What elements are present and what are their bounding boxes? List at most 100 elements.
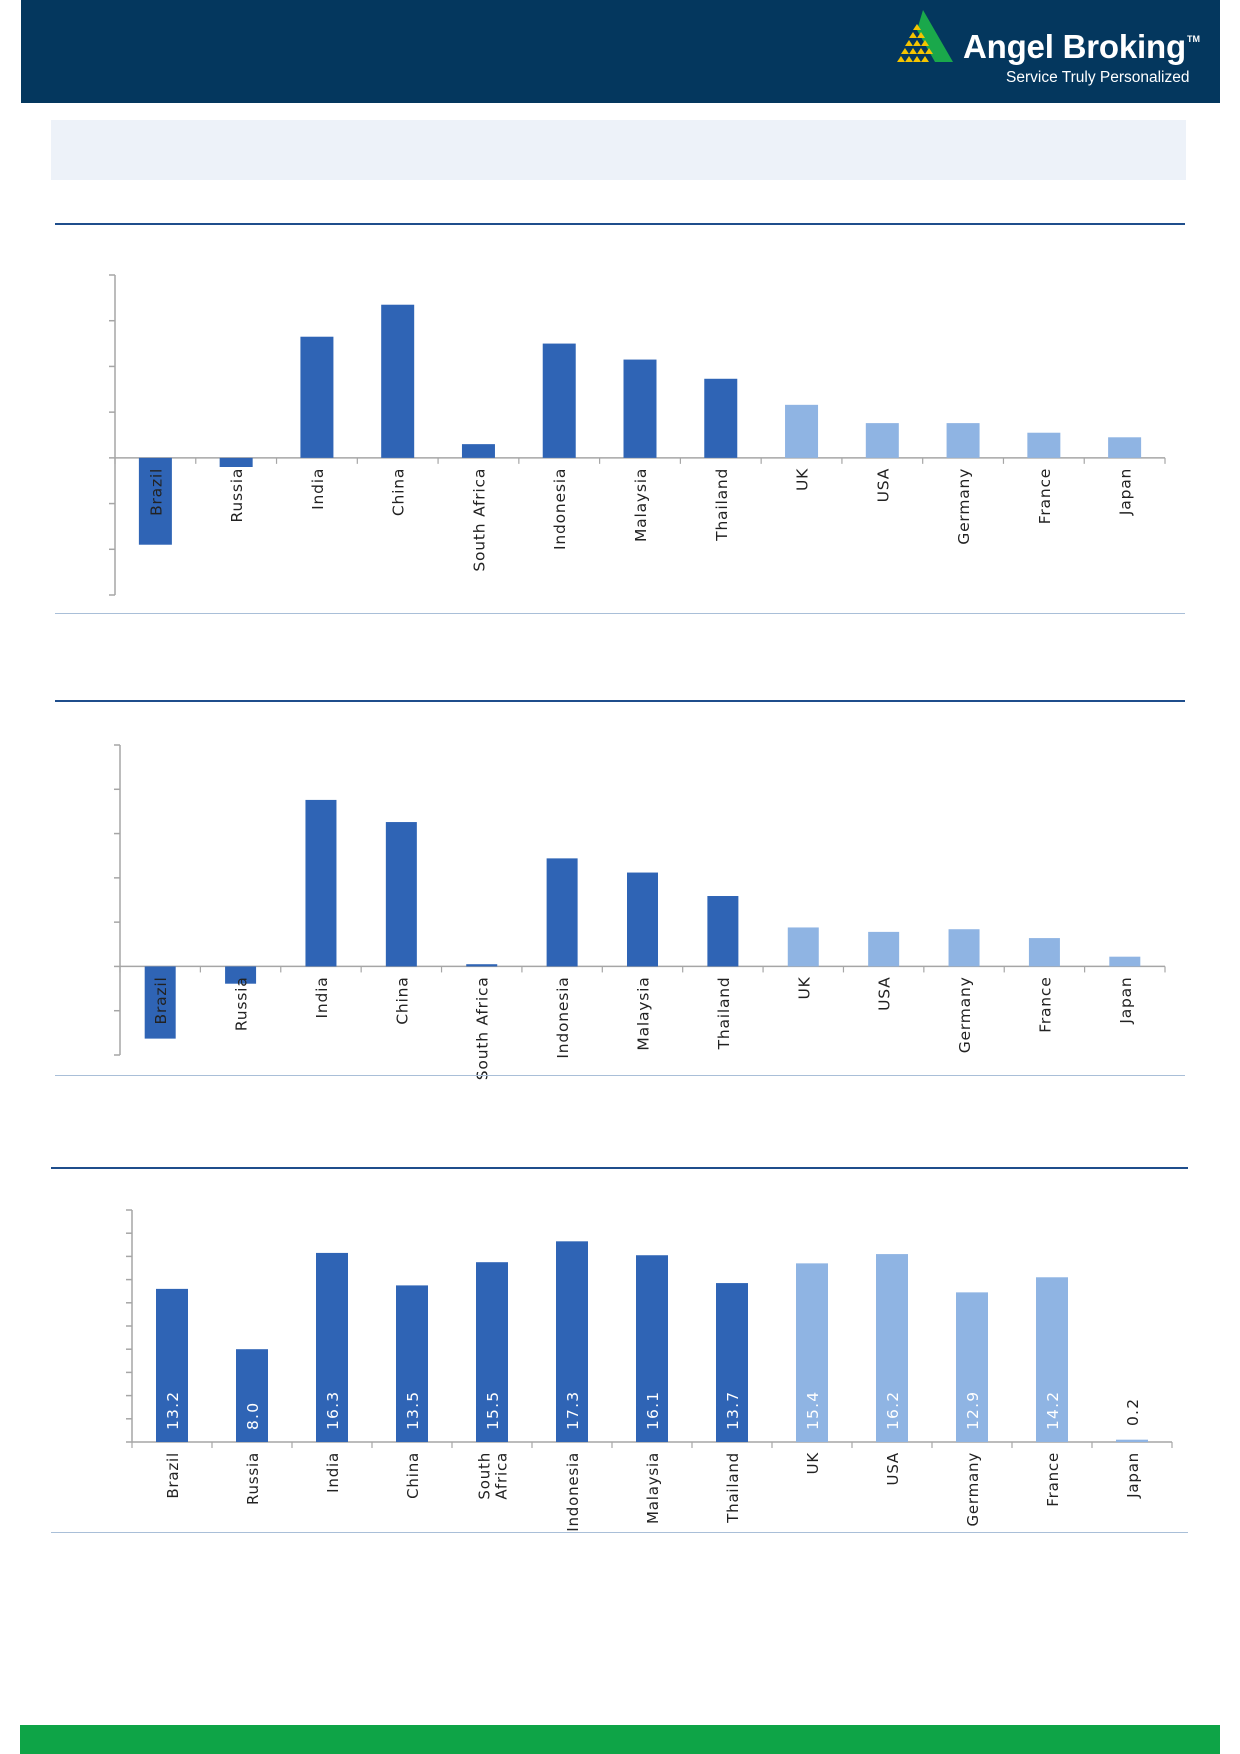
category-label: Indonesia xyxy=(564,1452,582,1532)
bar-germany xyxy=(946,423,980,458)
bar-france xyxy=(1028,938,1060,967)
category-label: India xyxy=(324,1452,342,1493)
category-label: Germany xyxy=(955,468,973,545)
bar-south-africa xyxy=(476,1262,508,1442)
category-label: Malaysia xyxy=(644,1452,662,1524)
category-label: India xyxy=(309,468,327,510)
returns-bar-chart-2: Brazil Russia India China South Africa Indone… xyxy=(114,744,1166,1080)
bar-japan xyxy=(1108,437,1142,458)
bar-malaysia xyxy=(636,1255,668,1442)
chart2-bottom-rule xyxy=(55,1075,1185,1076)
chart2-top-rule xyxy=(55,700,1185,702)
category-label: USA xyxy=(874,468,892,502)
bar-malaysia xyxy=(623,359,657,458)
bar-brazil xyxy=(156,1288,188,1442)
category-label: South Africa xyxy=(474,976,492,1080)
category-label: China xyxy=(404,1452,422,1499)
category-label: South Africa xyxy=(470,468,488,572)
data-label: 16.1 xyxy=(644,1391,662,1430)
bar-china xyxy=(396,1285,428,1442)
bar-indonesia xyxy=(556,1241,588,1442)
returns-bar-chart-1: Brazil Russia India China South Africa Indone… xyxy=(109,274,1166,596)
chart3-top-rule xyxy=(51,1167,1188,1169)
category-label: Japan xyxy=(1117,468,1135,516)
bar-uk xyxy=(785,404,819,458)
chart1-top-rule xyxy=(55,223,1185,225)
brand-tagline: Service Truly Personalized xyxy=(1006,69,1190,86)
data-label: 0.2 xyxy=(1124,1398,1142,1426)
category-label: Russia xyxy=(233,976,251,1031)
bar-france xyxy=(1027,432,1061,458)
data-label: 12.9 xyxy=(964,1391,982,1430)
data-label: 13.5 xyxy=(404,1391,422,1430)
category-label: Africa xyxy=(493,1452,511,1500)
bar-india xyxy=(300,336,334,458)
category-label: Thailand xyxy=(713,468,731,542)
data-label: 13.2 xyxy=(164,1391,182,1430)
bar-uk xyxy=(787,927,819,967)
category-label: Malaysia xyxy=(635,976,653,1050)
category-label: Indonesia xyxy=(554,976,572,1058)
bar-russia xyxy=(236,1349,268,1442)
bar-indonesia xyxy=(542,343,576,458)
bar-japan xyxy=(1109,956,1141,967)
category-label: Brazil xyxy=(147,468,165,516)
brand-name: Angel Broking xyxy=(963,28,1186,65)
bar-russia xyxy=(225,966,257,984)
bar-south-africa xyxy=(461,444,495,458)
header-bar: Angel Broking TM Service Truly Personali… xyxy=(21,0,1220,103)
bar-china xyxy=(381,304,415,458)
footer-bar xyxy=(20,1725,1220,1754)
category-label: Thailand xyxy=(724,1452,742,1524)
bar-usa xyxy=(868,931,900,967)
category-label: Japan xyxy=(1117,976,1135,1024)
category-label: Indonesia xyxy=(551,468,569,550)
bar-malaysia xyxy=(627,872,658,967)
category-label: Russia xyxy=(228,468,246,523)
bar-brazil xyxy=(138,457,172,545)
category-label: UK xyxy=(794,468,812,491)
category-label: USA xyxy=(876,976,894,1010)
bar-france xyxy=(1036,1277,1068,1442)
bar-south-africa xyxy=(466,964,498,967)
chart3-bottom-rule xyxy=(51,1532,1188,1533)
category-label: Japan xyxy=(1124,1452,1142,1499)
chart1-bottom-rule xyxy=(55,613,1185,614)
bar-thailand xyxy=(716,1283,748,1442)
category-label: South xyxy=(476,1452,494,1500)
bar-usa xyxy=(876,1254,908,1442)
bar-usa xyxy=(865,423,899,458)
category-label: France xyxy=(1044,1452,1062,1507)
category-label: Russia xyxy=(244,1452,262,1505)
bar-india xyxy=(316,1252,348,1442)
category-label: China xyxy=(393,976,411,1024)
data-label: 8.0 xyxy=(244,1402,262,1430)
bar-thailand xyxy=(704,378,738,458)
bar-china xyxy=(385,822,417,967)
trademark-sign: TM xyxy=(1187,34,1200,44)
report-title-band xyxy=(51,120,1186,180)
bar-uk xyxy=(796,1263,828,1442)
category-label: USA xyxy=(884,1452,902,1485)
data-label: 16.3 xyxy=(324,1391,342,1430)
bar-germany xyxy=(948,929,980,967)
angel-pyramid-logo-icon xyxy=(897,10,953,62)
data-label: 13.7 xyxy=(724,1391,742,1430)
valuation-bar-chart: Brazil Russia India China South Africa Indones… xyxy=(126,1209,1173,1532)
angel-broking-logo[interactable]: Angel Broking TM Service Truly Personali… xyxy=(895,10,1235,92)
category-label: Germany xyxy=(964,1452,982,1527)
category-label: UK xyxy=(804,1452,822,1475)
data-label: 15.4 xyxy=(804,1391,822,1430)
data-label: 16.2 xyxy=(884,1391,902,1430)
category-label: Brazil xyxy=(152,976,170,1024)
category-label: Malaysia xyxy=(632,468,650,542)
bar-japan xyxy=(1116,1439,1148,1442)
category-label: France xyxy=(1036,976,1054,1032)
data-label: 14.2 xyxy=(1044,1391,1062,1430)
category-label: Brazil xyxy=(164,1452,182,1499)
bar-russia xyxy=(219,457,253,467)
category-label: France xyxy=(1036,468,1054,524)
bar-thailand xyxy=(707,896,739,967)
category-label: Germany xyxy=(956,976,974,1053)
bar-india xyxy=(305,799,337,967)
